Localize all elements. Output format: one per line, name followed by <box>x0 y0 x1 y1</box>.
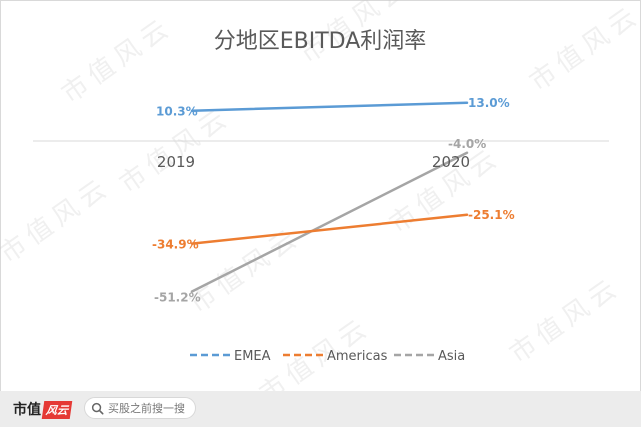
emea-series-line <box>190 101 469 112</box>
search-placeholder: 买股之前搜一搜 <box>108 402 185 415</box>
search-box[interactable]: 买股之前搜一搜 <box>84 397 196 419</box>
brand-mark: 风云 <box>41 401 73 419</box>
footer-bar: 市值 风云 买股之前搜一搜 <box>0 391 641 427</box>
chart-title: 分地区EBITDA利润率 <box>214 29 427 54</box>
category-labels: 2019 2020 <box>157 153 470 171</box>
americas-data-label: -34.9% <box>152 238 199 252</box>
series-layer: 10.3% 13.0% -34.9% -25.1% -51.2% -4.0% <box>152 96 515 305</box>
asia-legend-label: Asia <box>438 349 465 364</box>
asia-data-label: -51.2% <box>154 291 201 305</box>
asia-series-line <box>190 151 469 293</box>
category-label: 2020 <box>432 153 470 171</box>
brand-logo[interactable]: 市值 风云 <box>13 399 73 419</box>
emea-data-label: 10.3% <box>156 105 198 119</box>
americas-data-label: -25.1% <box>468 208 515 222</box>
emea-legend-label: EMEA <box>234 349 271 364</box>
americas-series-line <box>190 213 469 245</box>
emea-data-label: 13.0% <box>468 96 510 110</box>
chart: 分地区EBITDA利润率 10.3% 13.0% -34.9% -25.1% -51.2… <box>33 29 609 364</box>
category-label: 2019 <box>157 153 195 171</box>
americas-legend-label: Americas <box>327 349 388 364</box>
asia-data-label: -4.0% <box>448 137 486 151</box>
brand-text: 市值 <box>13 402 41 418</box>
search-icon <box>91 402 104 415</box>
legend: EMEA Americas Asia <box>190 349 465 364</box>
